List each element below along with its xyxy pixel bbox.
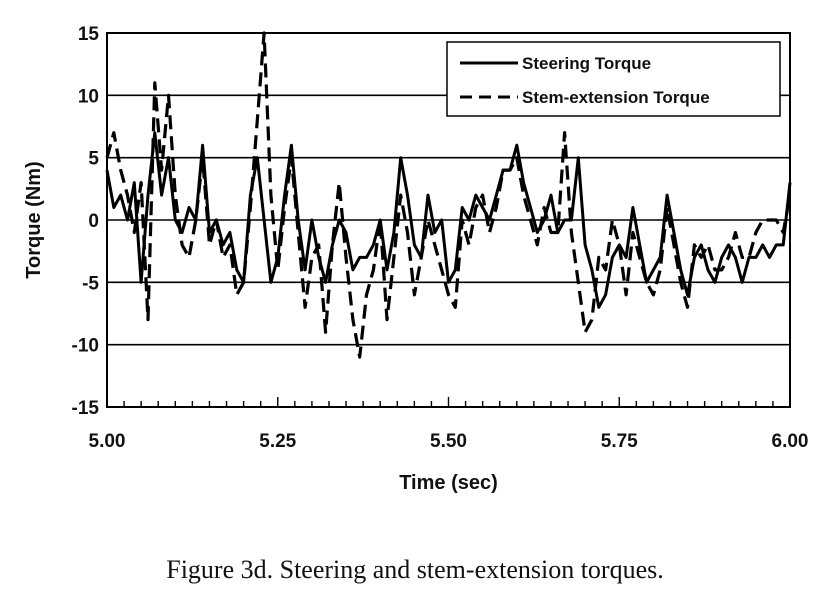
series-line-stem-extension-torque — [105, 31, 792, 359]
figure-caption: Figure 3d. Steering and stem-extension t… — [166, 555, 664, 584]
x-tick-label: 5.75 — [601, 431, 638, 452]
y-tick-labels: 15 10 5 0 -5 -10 -15 — [72, 24, 100, 419]
legend-label-steering-torque: Steering Torque — [522, 54, 651, 73]
y-axis-title: Torque (Nm) — [23, 161, 45, 278]
legend: Steering Torque Stem-extension Torque — [446, 41, 781, 117]
legend-label-stem-extension-torque: Stem-extension Torque — [522, 88, 710, 107]
legend-box — [446, 41, 781, 117]
y-tick-label: -15 — [72, 398, 100, 419]
x-tick-label: 5.00 — [89, 431, 126, 452]
axis-ticks — [106, 397, 791, 407]
series-line-steering-torque — [105, 131, 792, 309]
x-tick-label: 5.50 — [430, 431, 467, 452]
x-tick-label: 5.25 — [259, 431, 296, 452]
y-tick-label: 0 — [88, 211, 99, 232]
y-tick-label: 15 — [78, 24, 100, 45]
y-tick-label: 10 — [78, 86, 99, 107]
x-axis-title: Time (sec) — [399, 472, 498, 494]
y-tick-label: 5 — [88, 149, 99, 170]
y-tick-label: -5 — [82, 273, 99, 294]
x-tick-labels: 5.00 5.25 5.50 5.75 6.00 — [89, 431, 809, 452]
y-tick-label: -10 — [72, 336, 99, 357]
torque-chart: 15 10 5 0 -5 -10 -15 5.00 5.25 5.50 5.75 6.00 Time… — [23, 24, 809, 494]
series-lines — [105, 31, 792, 359]
x-tick-label: 6.00 — [772, 431, 809, 452]
